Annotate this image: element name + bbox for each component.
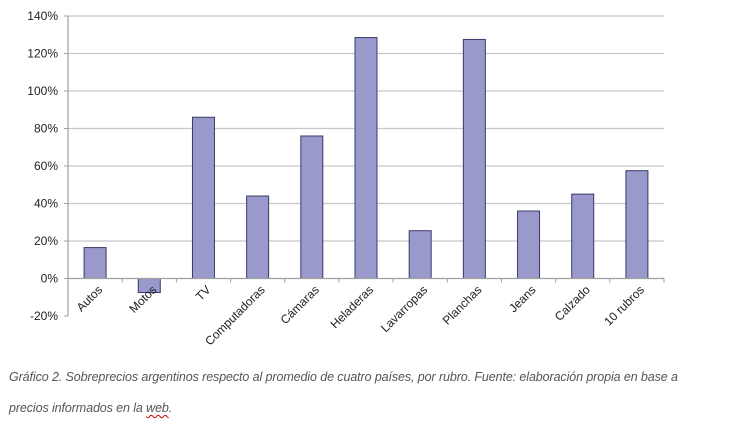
y-tick-label: -20%: [30, 309, 58, 323]
y-tick-label: 40%: [34, 197, 58, 211]
bar-chart: 140%120%100%80%60%40%20%0%-20% Autos Moto…: [27, 9, 665, 348]
y-tick-label: 60%: [34, 159, 58, 173]
bar-calzado: [571, 193, 595, 279]
bar-heladeras: [354, 37, 378, 279]
y-tick-label: 140%: [27, 9, 58, 23]
x-tick-label: Cámaras: [278, 283, 322, 327]
figure-caption-line-2: precios informados en la web.: [9, 401, 172, 415]
y-tick-label: 120%: [27, 47, 58, 61]
y-tick-label: 80%: [34, 122, 58, 136]
y-tick-label: 100%: [27, 84, 58, 98]
x-tick-label: TV: [193, 283, 214, 304]
axes: [67, 16, 665, 316]
bar-planchas: [462, 38, 486, 279]
caption-text: precios informados en la: [9, 401, 147, 415]
bars: [83, 37, 649, 294]
x-tick-label: Autos: [74, 283, 106, 315]
x-tick-label: Jeans: [506, 283, 539, 316]
bar-jeans: [517, 210, 541, 279]
y-tick-label: 0%: [41, 272, 59, 286]
x-tick-label: Planchas: [440, 283, 485, 328]
caption-period: .: [168, 401, 173, 415]
x-tick-label: 10 rubros: [601, 283, 647, 329]
spellcheck-flagged-word: web: [146, 401, 169, 415]
y-tick-label: 20%: [34, 234, 58, 248]
x-tick-label: Lavarropas: [378, 283, 430, 335]
x-tick-label: Calzado: [552, 282, 593, 323]
bar-computadoras: [246, 195, 270, 279]
y-axis-ticks: 140% 120% 100% 80% 60% 40% 20% 0% -20%: [27, 9, 68, 323]
figure-caption-line-1: Gráfico 2. Sobreprecios argentinos respe…: [9, 370, 678, 384]
bar-lavarropas: [408, 230, 432, 279]
x-tick-label: Heladeras: [328, 283, 377, 332]
bar-cámaras: [300, 135, 324, 279]
bar-10-rubros: [625, 170, 649, 279]
bar-autos: [83, 247, 107, 279]
bar-tv: [191, 116, 215, 279]
